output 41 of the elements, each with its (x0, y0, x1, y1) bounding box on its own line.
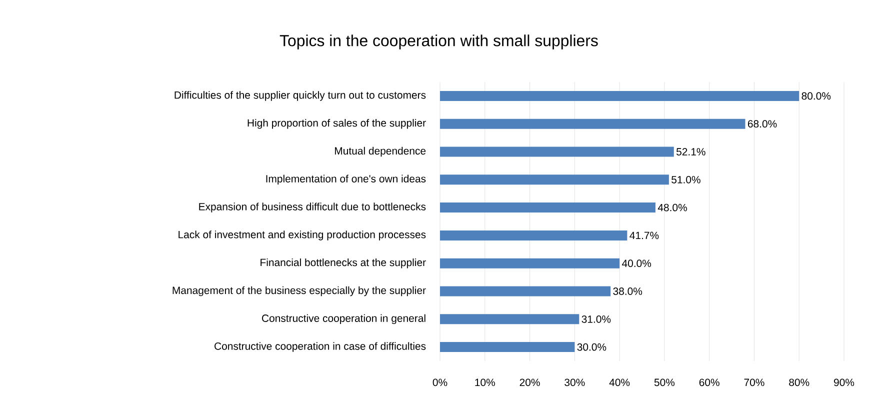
x-tick-label: 60% (699, 378, 720, 386)
x-tick-label: 70% (744, 378, 764, 386)
x-tick-label: 80% (789, 378, 810, 386)
y-tick-label: Financial bottlenecks at the supplier (260, 258, 426, 268)
data-label: 80.0% (802, 92, 831, 100)
x-tick-label: 50% (654, 378, 675, 386)
bar (440, 314, 580, 324)
data-label: 51.0% (672, 176, 700, 184)
x-tick-label: 20% (520, 378, 540, 386)
y-tick-label: Mutual dependence (335, 146, 426, 157)
data-label: 40.0% (622, 260, 652, 268)
bar (440, 342, 575, 352)
y-tick-label: High proportion of sales of the supplier (248, 118, 426, 129)
y-tick-label: Constructive cooperation in general (262, 314, 426, 324)
data-label: 68.0% (748, 120, 777, 128)
x-tick-label: 30% (564, 378, 585, 386)
chart-title: Topics in the cooperation with small suppliers (280, 34, 598, 50)
data-label: 30.0% (577, 343, 606, 351)
bar (440, 286, 611, 296)
bar (440, 146, 674, 157)
y-tick-label: Expansion of business difficult due to bottlenecks (199, 202, 426, 212)
x-tick-label: 10% (475, 378, 495, 386)
y-tick-label: Difficulties of the supplier quickly turn out to customers (174, 91, 426, 101)
bar (440, 118, 746, 129)
data-label: 31.0% (582, 315, 611, 323)
bar (440, 174, 669, 185)
data-label: 52.1% (676, 148, 706, 156)
x-tick-label: 90% (834, 378, 854, 386)
data-label: 48.0% (658, 204, 687, 212)
data-label: 38.0% (613, 288, 642, 295)
y-tick-label: Lack of investment and existing production processes (178, 230, 426, 240)
y-tick-label: Management of the business especially by the supplier (172, 286, 426, 296)
bar (440, 202, 656, 213)
bar (440, 230, 628, 240)
x-tick-label: 40% (609, 378, 630, 386)
bar (440, 258, 620, 268)
bar (440, 90, 800, 101)
y-tick-label: Constructive cooperation in case of difficulties (214, 342, 426, 352)
data-label: 41.7% (630, 232, 659, 240)
y-tick-label: Implementation of one's own ideas (266, 174, 426, 185)
x-tick-label: 0% (432, 378, 448, 386)
